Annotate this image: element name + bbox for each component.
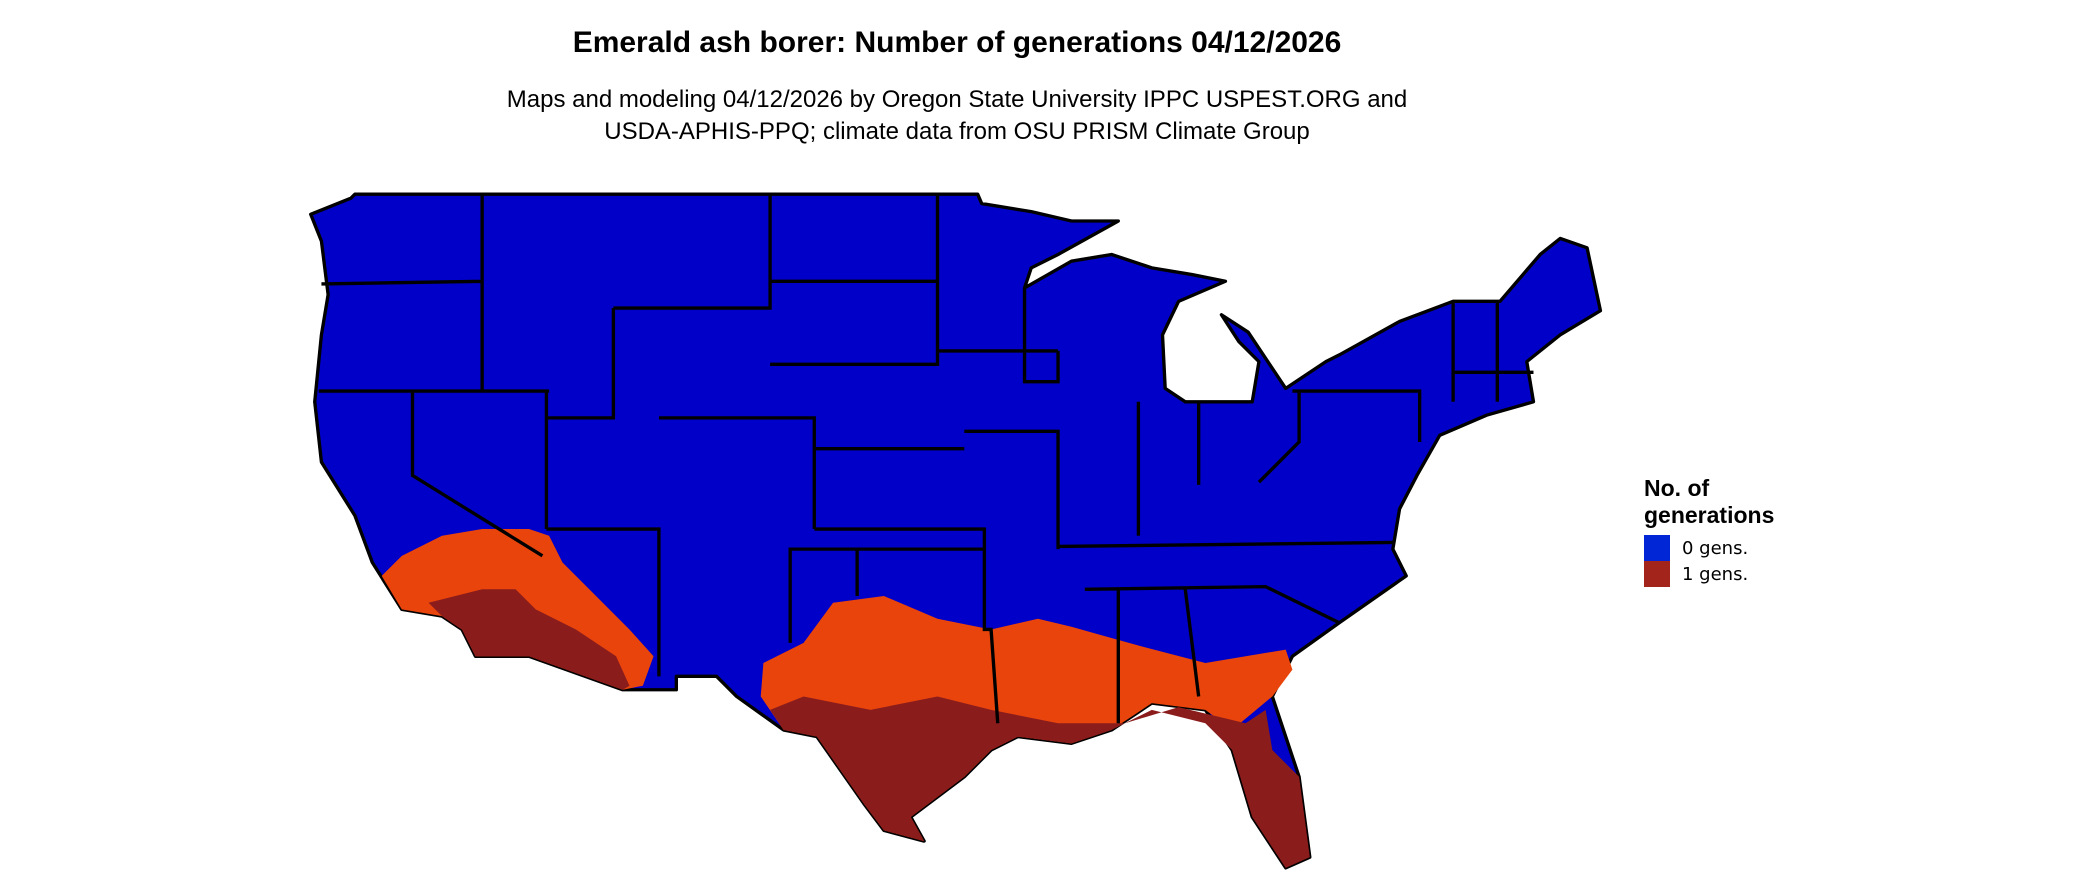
map-title: Emerald ash borer: Number of generations… [572, 26, 1342, 59]
legend: No. of generations 0 gens. 1 gens. [1644, 475, 1774, 587]
legend-label: 0 gens. [1682, 537, 1749, 559]
map-subtitle-line2: USDA-APHIS-PPQ; climate data from OSU PR… [604, 118, 1310, 145]
one-gen-full-region-texas [770, 696, 1310, 868]
legend-swatch-blue [1644, 535, 1670, 561]
one-gen-full-region-southwest [428, 589, 630, 690]
legend-title-line2: generations [1644, 502, 1775, 528]
map-subtitle-line1: Maps and modeling 04/12/2026 by Oregon S… [506, 86, 1408, 113]
legend-item-0-gens: 0 gens. [1644, 535, 1774, 561]
legend-item-1-gens: 1 gens. [1644, 561, 1774, 587]
legend-title-line1: No. of [1644, 475, 1710, 501]
conus-zero-gens-region [309, 192, 1603, 870]
state-borders [318, 194, 1534, 724]
legend-title: No. of generations [1644, 475, 1774, 529]
legend-swatch-red [1644, 561, 1670, 587]
legend-label: 1 gens. [1682, 563, 1749, 585]
